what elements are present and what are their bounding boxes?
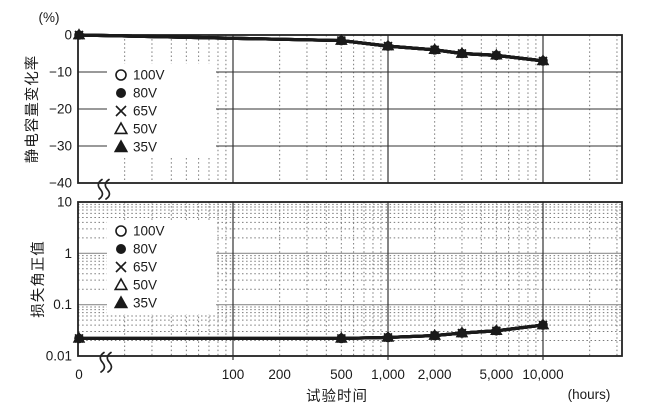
y-tick-label: 0 [64, 28, 72, 43]
legend: 100V 80V 65V 50V 35V [107, 64, 216, 158]
y-tick-label: −40 [49, 176, 72, 191]
open-triangle-marker-icon [113, 121, 129, 135]
y-tick-label: −30 [49, 139, 72, 154]
legend-item: 100V [115, 224, 165, 239]
x-tick-label: 100 [222, 367, 245, 382]
percent-unit-label: (%) [39, 10, 60, 25]
filled-triangle-marker-icon [428, 43, 441, 55]
legend-item: 80V [116, 242, 157, 257]
filled-triangle-marker-icon [335, 331, 348, 343]
y-tick-label: 1 [64, 246, 72, 261]
legend-item-label: 65V [133, 260, 157, 275]
legend-box [107, 220, 216, 314]
legend-item-label: 50V [133, 278, 157, 293]
legend-item: 65V [115, 260, 157, 275]
filled-triangle-marker-icon [428, 328, 441, 340]
legend-item: 80V [116, 86, 157, 101]
legend-item: 35V [113, 139, 157, 155]
x-tick-label: 5,000 [479, 367, 513, 382]
filled-triangle-marker-icon [381, 39, 395, 51]
plot-border [77, 34, 623, 184]
cross-marker-icon [115, 105, 127, 117]
plot-area-bottom: 100V 80V 65V 50V 35V 10 1 0.1 0.01 损失角正值 [30, 195, 623, 373]
filled-triangle-marker-icon [536, 318, 550, 330]
x-tick-label: 2,000 [418, 367, 452, 382]
legend-item: 50V [113, 277, 157, 293]
legend-item-label: 80V [133, 86, 157, 101]
filled-triangle-marker-icon [381, 330, 395, 342]
filled-triangle-marker-icon [455, 46, 469, 58]
axis-break-icon [99, 351, 113, 373]
legend-item-label: 100V [133, 224, 165, 239]
legend-item-label: 100V [133, 68, 165, 83]
y-tick-label: −10 [49, 65, 72, 80]
legend-item-label: 35V [133, 140, 157, 155]
filled-triangle-marker-icon [490, 324, 503, 335]
filled-circle-marker-icon [116, 88, 126, 98]
cross-marker-icon [115, 261, 127, 273]
open-circle-marker-icon [115, 225, 127, 237]
x-axis: 0 100 200 500 1,000 2,000 5,000 10,000 试验时间 (hour… [75, 356, 610, 405]
filled-circle-marker-icon [116, 244, 126, 254]
plot-area-top: 100V 80V 65V 50V 35V 0 −10 −20 −30 −40 静电容量变化率 (%) [24, 10, 623, 200]
axis-break-icon [97, 178, 111, 200]
filled-triangle-marker-icon [113, 139, 129, 153]
filled-triangle-marker-icon [335, 33, 348, 45]
hours-unit-label: (hours) [568, 387, 611, 402]
legend-item: 100V [115, 68, 165, 83]
plot-border [77, 201, 623, 357]
legend-item-label: 65V [133, 104, 157, 119]
x-tick-label: 200 [268, 367, 291, 382]
filled-triangle-marker-icon [72, 331, 86, 343]
legend-box [107, 64, 216, 158]
x-tick-label: 0 [75, 367, 83, 382]
y-axis-title-top: 静电容量变化率 [24, 55, 41, 164]
x-tick-label: 10,000 [522, 367, 563, 382]
filled-triangle-marker-icon [455, 326, 469, 338]
filled-triangle-marker-icon [536, 54, 550, 66]
x-tick-label: 500 [330, 367, 353, 382]
legend: 100V 80V 65V 50V 35V [107, 220, 216, 314]
y-axis-title-bottom: 损失角正值 [30, 240, 47, 318]
y-tick-label: −20 [49, 102, 72, 117]
filled-triangle-marker-icon [490, 48, 503, 60]
y-tick-label: 0.1 [53, 297, 72, 312]
legend-item: 50V [113, 121, 157, 137]
x-tick-label: 1,000 [371, 367, 405, 382]
legend-item: 35V [113, 295, 157, 311]
y-tick-label: 10 [57, 195, 72, 210]
legend-item-label: 50V [133, 122, 157, 137]
x-axis-title: 试验时间 [306, 388, 368, 405]
y-tick-label: 0.01 [46, 349, 72, 364]
legend-item: 65V [115, 104, 157, 119]
filled-triangle-marker-icon [72, 28, 86, 40]
open-circle-marker-icon [115, 69, 127, 81]
open-triangle-marker-icon [113, 277, 129, 291]
legend-item-label: 80V [133, 242, 157, 257]
filled-triangle-marker-icon [113, 295, 129, 309]
legend-item-label: 35V [133, 296, 157, 311]
